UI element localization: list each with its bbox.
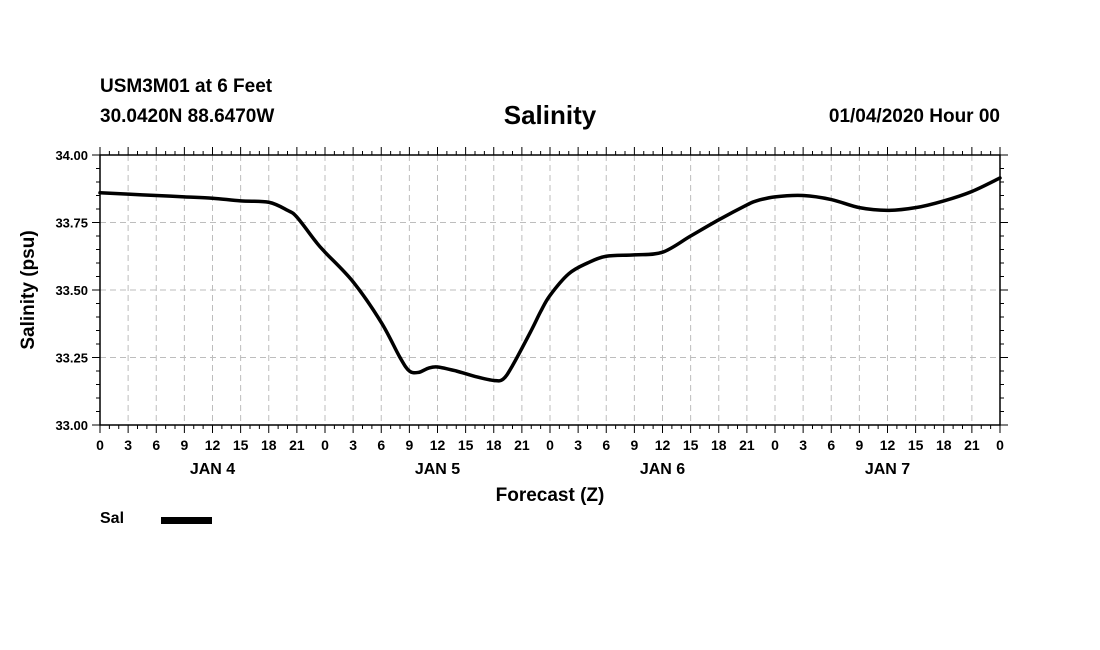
- x-tick-label: 15: [233, 437, 249, 453]
- x-tick-label: 12: [430, 437, 446, 453]
- day-label: JAN 4: [190, 461, 235, 478]
- x-tick-label: 15: [908, 437, 924, 453]
- x-tick-label: 6: [827, 437, 835, 453]
- y-tick-label: 34.00: [55, 148, 88, 163]
- x-axis-title: Forecast (Z): [496, 485, 605, 506]
- chart-title: Salinity: [503, 100, 597, 130]
- x-tick-label: 6: [377, 437, 385, 453]
- legend-label: Sal: [100, 510, 125, 527]
- x-tick-label: 9: [855, 437, 863, 453]
- x-tick-label: 0: [96, 437, 104, 453]
- x-tick-label: 12: [880, 437, 896, 453]
- x-tick-label: 12: [655, 437, 671, 453]
- x-tick-label: 0: [546, 437, 554, 453]
- x-tick-label: 9: [180, 437, 188, 453]
- x-tick-label: 0: [771, 437, 779, 453]
- x-tick-label: 9: [630, 437, 638, 453]
- x-tick-label: 6: [152, 437, 160, 453]
- day-label: JAN 7: [865, 461, 910, 478]
- x-tick-label: 15: [683, 437, 699, 453]
- x-tick-label: 18: [711, 437, 727, 453]
- y-tick-label: 33.75: [55, 216, 88, 231]
- x-tick-label: 21: [514, 437, 530, 453]
- x-tick-label: 0: [996, 437, 1004, 453]
- x-tick-label: 12: [205, 437, 221, 453]
- legend-line-swatch: [161, 517, 212, 524]
- day-label: JAN 6: [640, 461, 685, 478]
- x-tick-label: 18: [261, 437, 277, 453]
- x-tick-label: 18: [936, 437, 952, 453]
- x-tick-label: 3: [799, 437, 807, 453]
- x-tick-label: 21: [289, 437, 305, 453]
- x-tick-label: 15: [458, 437, 474, 453]
- day-label: JAN 5: [415, 461, 460, 478]
- x-tick-label: 3: [349, 437, 357, 453]
- x-tick-label: 21: [964, 437, 980, 453]
- x-tick-label: 18: [486, 437, 502, 453]
- y-axis-title: Salinity (psu): [18, 230, 39, 349]
- forecast-datestamp: 01/04/2020 Hour 00: [828, 106, 1000, 127]
- y-tick-label: 33.00: [55, 418, 88, 433]
- y-tick-label: 33.25: [55, 351, 88, 366]
- x-tick-label: 21: [739, 437, 755, 453]
- x-tick-label: 9: [405, 437, 413, 453]
- x-tick-label: 3: [574, 437, 582, 453]
- x-tick-label: 0: [321, 437, 329, 453]
- y-tick-label: 33.50: [55, 283, 88, 298]
- coordinates-label: 30.0420N 88.6470W: [100, 106, 275, 127]
- series-line-sal: [98, 176, 1002, 383]
- x-tick-label: 3: [124, 437, 132, 453]
- station-label: USM3M01 at 6 Feet: [100, 76, 273, 97]
- x-tick-label: 6: [602, 437, 610, 453]
